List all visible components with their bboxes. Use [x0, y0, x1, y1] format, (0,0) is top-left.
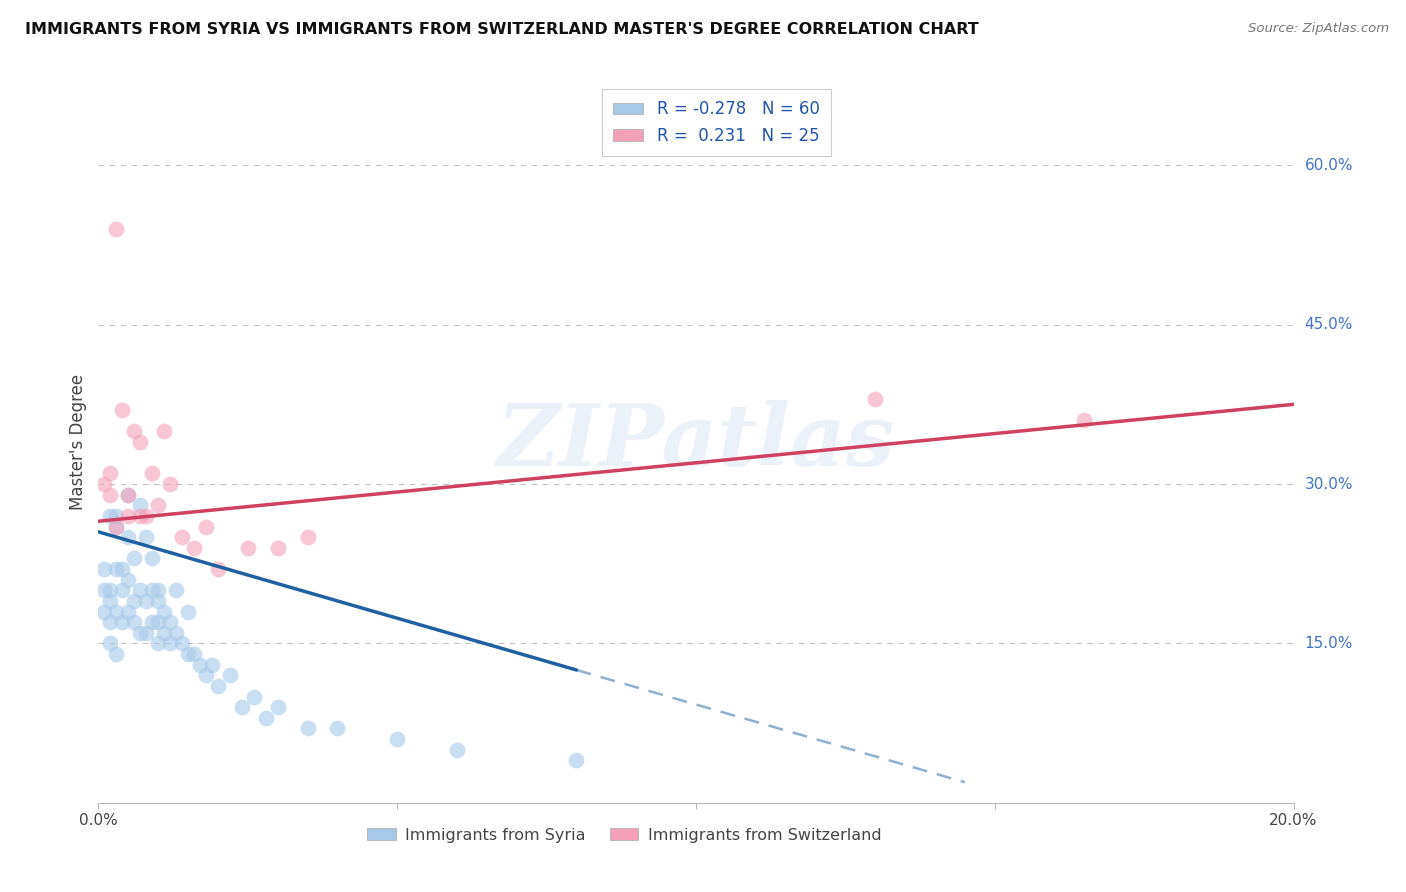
- Point: [865, 392, 887, 406]
- Text: IMMIGRANTS FROM SYRIA VS IMMIGRANTS FROM SWITZERLAND MASTER'S DEGREE CORRELATION: IMMIGRANTS FROM SYRIA VS IMMIGRANTS FROM…: [25, 22, 979, 37]
- Point: [135, 625, 157, 640]
- Point: [124, 424, 146, 438]
- Point: [105, 519, 128, 533]
- Point: [98, 615, 122, 630]
- Point: [153, 424, 176, 438]
- Y-axis label: Master's Degree: Master's Degree: [69, 374, 87, 509]
- Point: [129, 508, 152, 523]
- Point: [93, 562, 115, 576]
- Point: [267, 700, 290, 714]
- Point: [129, 434, 152, 449]
- Point: [183, 541, 205, 555]
- Text: ZIPatlas: ZIPatlas: [496, 400, 896, 483]
- Point: [93, 583, 115, 598]
- Point: [117, 573, 139, 587]
- Point: [117, 488, 139, 502]
- Point: [165, 625, 187, 640]
- Point: [141, 467, 163, 481]
- Point: [243, 690, 266, 704]
- Legend: Immigrants from Syria, Immigrants from Switzerland: Immigrants from Syria, Immigrants from S…: [360, 822, 889, 849]
- Point: [117, 508, 139, 523]
- Point: [93, 605, 115, 619]
- Point: [177, 647, 200, 661]
- Point: [111, 402, 134, 417]
- Point: [1073, 413, 1095, 427]
- Point: [124, 551, 146, 566]
- Point: [111, 615, 134, 630]
- Point: [201, 657, 224, 672]
- Point: [183, 647, 205, 661]
- Point: [195, 519, 218, 533]
- Point: [153, 625, 176, 640]
- Point: [565, 753, 588, 767]
- Point: [111, 562, 134, 576]
- Point: [98, 636, 122, 650]
- Point: [219, 668, 242, 682]
- Point: [148, 594, 170, 608]
- Point: [111, 583, 134, 598]
- Point: [159, 636, 181, 650]
- Text: 60.0%: 60.0%: [1305, 158, 1353, 173]
- Point: [124, 594, 146, 608]
- Point: [98, 488, 122, 502]
- Point: [117, 488, 139, 502]
- Point: [141, 583, 163, 598]
- Point: [254, 711, 277, 725]
- Point: [165, 583, 187, 598]
- Point: [195, 668, 218, 682]
- Point: [105, 222, 128, 236]
- Point: [105, 562, 128, 576]
- Point: [129, 498, 152, 512]
- Point: [141, 551, 163, 566]
- Point: [141, 615, 163, 630]
- Point: [159, 477, 181, 491]
- Text: 45.0%: 45.0%: [1305, 318, 1353, 332]
- Point: [148, 636, 170, 650]
- Point: [98, 594, 122, 608]
- Point: [188, 657, 211, 672]
- Point: [117, 530, 139, 544]
- Point: [105, 508, 128, 523]
- Point: [148, 583, 170, 598]
- Point: [135, 508, 157, 523]
- Text: Source: ZipAtlas.com: Source: ZipAtlas.com: [1249, 22, 1389, 36]
- Point: [129, 625, 152, 640]
- Point: [231, 700, 253, 714]
- Point: [117, 605, 139, 619]
- Point: [98, 467, 122, 481]
- Point: [148, 498, 170, 512]
- Point: [446, 742, 468, 756]
- Text: 30.0%: 30.0%: [1305, 476, 1353, 491]
- Point: [159, 615, 181, 630]
- Point: [267, 541, 290, 555]
- Point: [93, 477, 115, 491]
- Point: [124, 615, 146, 630]
- Point: [148, 615, 170, 630]
- Point: [98, 508, 122, 523]
- Point: [98, 583, 122, 598]
- Point: [172, 530, 194, 544]
- Point: [385, 732, 409, 747]
- Point: [326, 722, 349, 736]
- Point: [135, 594, 157, 608]
- Point: [129, 583, 152, 598]
- Point: [153, 605, 176, 619]
- Point: [105, 647, 128, 661]
- Point: [297, 530, 319, 544]
- Point: [177, 605, 200, 619]
- Text: 15.0%: 15.0%: [1305, 636, 1353, 651]
- Point: [297, 722, 319, 736]
- Point: [105, 519, 128, 533]
- Point: [236, 541, 259, 555]
- Point: [105, 605, 128, 619]
- Point: [135, 530, 157, 544]
- Point: [207, 679, 229, 693]
- Point: [207, 562, 229, 576]
- Point: [172, 636, 194, 650]
